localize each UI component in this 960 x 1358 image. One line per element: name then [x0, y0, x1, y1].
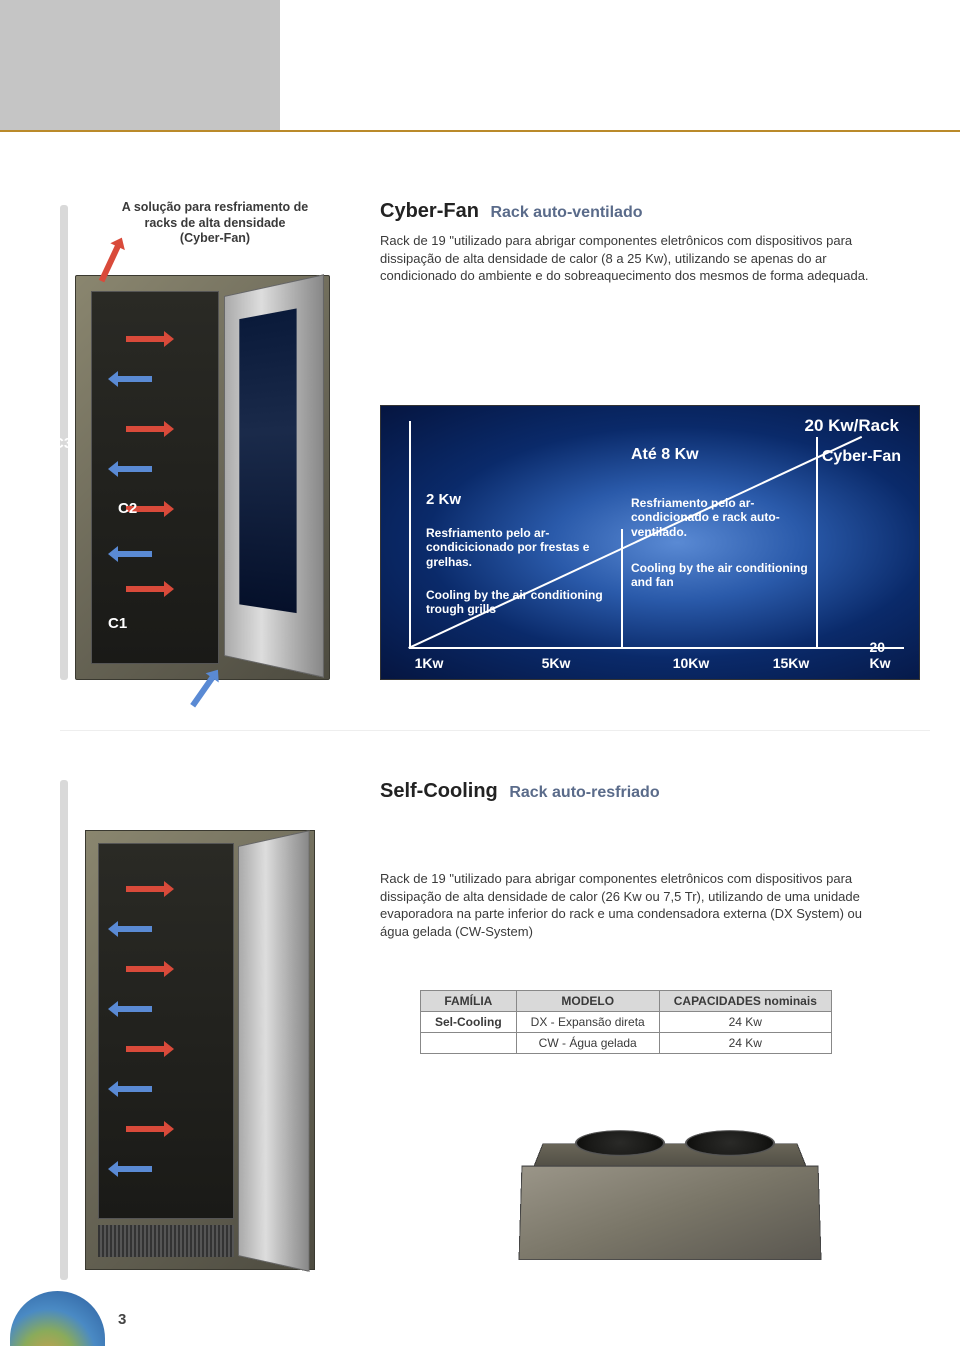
side-strip-2 [60, 780, 68, 1280]
chart-divider-1 [621, 529, 623, 649]
rack-door [224, 274, 324, 678]
section1-body: Rack de 19 "utilizado para abrigar compo… [380, 232, 880, 285]
airflow-cold-arrow-icon [116, 1006, 152, 1012]
chart-tick: 15Kw [773, 655, 810, 671]
table-cell: 24 Kw [659, 1012, 831, 1033]
airflow-hot-arrow-icon [126, 966, 166, 972]
airflow-hot-arrow-icon [126, 1046, 166, 1052]
chart-zone2-pt: Resfriamento pelo ar-condicionado e rack… [631, 496, 811, 539]
section2-title-sub: Rack auto-resfriado [509, 784, 659, 801]
accent-line [0, 130, 960, 132]
rack-base-grille [98, 1225, 234, 1257]
rack-label-c1: C1 [108, 615, 127, 632]
chart-zone1-en: Cooling by the air conditioning trough g… [426, 588, 611, 617]
globe-icon [10, 1291, 105, 1346]
section2-body: Rack de 19 "utilizado para abrigar compo… [380, 870, 880, 940]
airflow-cold-arrow-icon [116, 466, 152, 472]
airflow-hot-arrow-icon [126, 426, 166, 432]
section1-title: Cyber-Fan Rack auto-ventilado [380, 200, 643, 223]
section-divider [60, 730, 930, 731]
chart-zone1-pt: Resfriamento pelo ar-condicicionado por … [426, 526, 611, 569]
rack-label-c3: C3 [53, 435, 72, 452]
cooling-capacity-chart: 20 Kw/Rack Até 8 Kw Cyber-Fan 2 Kw Resfr… [380, 405, 920, 680]
rack-door-2 [238, 830, 310, 1272]
chart-tick: 5Kw [542, 655, 571, 671]
spec-table: FAMÍLIA MODELO CAPACIDADES nominais Sel-… [420, 990, 832, 1054]
table-row: CW - Água gelada 24 Kw [421, 1033, 832, 1054]
airflow-hot-arrow-icon [126, 336, 166, 342]
chart-tick: 20 Kw [870, 639, 903, 671]
intro-line3: (Cyber-Fan) [110, 231, 320, 247]
table-cell [421, 1033, 517, 1054]
table-header: CAPACIDADES nominais [659, 991, 831, 1012]
chart-top-right: 20 Kw/Rack [805, 416, 900, 436]
table-cell: CW - Água gelada [516, 1033, 659, 1054]
chart-y-axis [409, 421, 411, 649]
table-cell: DX - Expansão direta [516, 1012, 659, 1033]
airflow-hot-arrow-icon [126, 886, 166, 892]
chart-x-axis [409, 647, 904, 649]
section2-title-main: Self-Cooling [380, 780, 498, 802]
chart-tick: 1Kw [415, 655, 444, 671]
airflow-cold-arrow-icon [116, 376, 152, 382]
section1-title-sub: Rack auto-ventilado [490, 204, 642, 221]
intro-line2: racks de alta densidade [110, 216, 320, 232]
chart-left-threshold: 2 Kw [426, 491, 461, 508]
airflow-cold-arrow-icon [116, 1086, 152, 1092]
section1-title-main: Cyber-Fan [380, 200, 479, 222]
table-header: FAMÍLIA [421, 991, 517, 1012]
chart-peak-label: Até 8 Kw [631, 446, 699, 464]
table-header: MODELO [516, 991, 659, 1012]
airflow-cold-arrow-icon [116, 1166, 152, 1172]
intro-line1: A solução para resfriamento de [110, 200, 320, 216]
rack-illustration-2 [85, 830, 315, 1270]
intro-text: A solução para resfriamento de racks de … [110, 200, 320, 247]
rack-label-c2: C2 [118, 500, 137, 517]
chart-divider-2 [816, 437, 818, 649]
airflow-cold-arrow-icon [116, 926, 152, 932]
page-number: 3 [118, 1311, 126, 1328]
top-band [0, 0, 280, 130]
airflow-cold-arrow-icon [116, 551, 152, 557]
section2-title: Self-Cooling Rack auto-resfriado [380, 780, 660, 803]
chart-right-label: Cyber-Fan [822, 448, 901, 466]
condenser-illustration [520, 1090, 820, 1260]
airflow-hot-arrow-icon [126, 586, 166, 592]
table-cell: Sel-Cooling [421, 1012, 517, 1033]
chart-tick: 10Kw [673, 655, 710, 671]
condenser-base [518, 1166, 821, 1260]
chart-zone2-en: Cooling by the air conditioning and fan [631, 561, 811, 590]
airflow-hot-arrow-icon [126, 1126, 166, 1132]
table-header-row: FAMÍLIA MODELO CAPACIDADES nominais [421, 991, 832, 1012]
table-row: Sel-Cooling DX - Expansão direta 24 Kw [421, 1012, 832, 1033]
table-cell: 24 Kw [659, 1033, 831, 1054]
